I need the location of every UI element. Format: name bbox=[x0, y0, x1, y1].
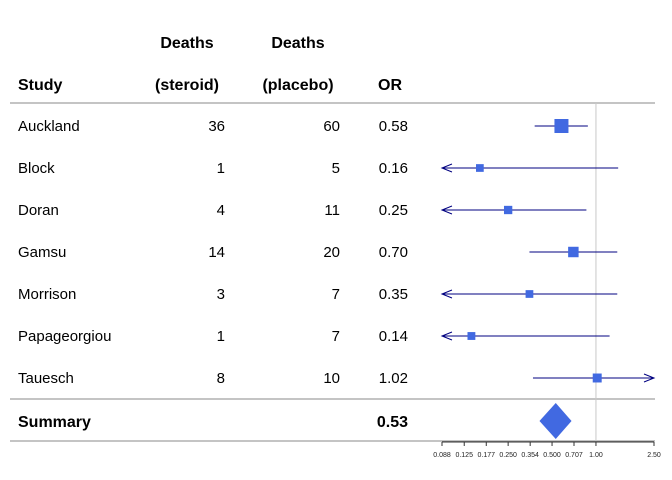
x-tick-label: 1.00 bbox=[589, 452, 603, 459]
x-tick-label: 0.500 bbox=[543, 452, 561, 459]
x-tick-label: 0.088 bbox=[433, 452, 451, 459]
header-deaths-steroid-bottom: (steroid) bbox=[155, 77, 219, 94]
ci-arrow-right bbox=[643, 373, 656, 383]
study-name: Papageorgiou bbox=[18, 328, 111, 345]
summary-odds-ratio: 0.53 bbox=[377, 414, 408, 431]
table-header: Deaths Deaths Study (steroid) (placebo) … bbox=[18, 35, 402, 94]
point-estimate-box bbox=[467, 332, 476, 340]
deaths-placebo-value: 5 bbox=[332, 160, 340, 177]
x-axis: 0.088 0.125 0.177 0.250 0.354 0.500 0.707 1.00 2… bbox=[433, 441, 661, 459]
x-tick-label: 0.707 bbox=[565, 452, 583, 459]
x-tick-label: 0.250 bbox=[499, 452, 517, 459]
deaths-placebo-value: 11 bbox=[324, 202, 340, 219]
odds-ratio-value: 0.14 bbox=[379, 328, 408, 345]
deaths-placebo-value: 10 bbox=[323, 370, 340, 387]
x-tick-label: 0.354 bbox=[521, 452, 539, 459]
odds-ratio-value: 0.70 bbox=[379, 244, 408, 261]
odds-ratio-value: 0.25 bbox=[379, 202, 408, 219]
plot-area bbox=[440, 103, 656, 441]
deaths-placebo-value: 7 bbox=[332, 328, 340, 345]
study-name: Gamsu bbox=[18, 244, 66, 261]
study-name: Doran bbox=[18, 202, 59, 219]
x-tick-label: 2.50 bbox=[647, 452, 661, 459]
deaths-steroid-value: 14 bbox=[208, 244, 225, 261]
deaths-placebo-value: 60 bbox=[323, 118, 340, 135]
deaths-steroid-value: 4 bbox=[217, 202, 225, 219]
deaths-steroid-value: 8 bbox=[217, 370, 225, 387]
header-deaths-placebo-top: Deaths bbox=[271, 35, 324, 52]
deaths-placebo-value: 20 bbox=[323, 244, 340, 261]
header-deaths-placebo-bottom: (placebo) bbox=[262, 77, 333, 94]
point-estimate-box bbox=[503, 205, 513, 215]
point-estimate-box bbox=[525, 290, 534, 298]
x-tick-label: 0.177 bbox=[478, 452, 496, 459]
ci-arrow-left bbox=[440, 331, 453, 341]
ci-arrow-left bbox=[440, 163, 453, 173]
header-study: Study bbox=[18, 77, 63, 94]
summary-label: Summary bbox=[18, 414, 91, 431]
odds-ratio-value: 1.02 bbox=[379, 370, 408, 387]
study-name: Morrison bbox=[18, 286, 76, 303]
ci-arrow-left bbox=[440, 289, 453, 299]
deaths-placebo-value: 7 bbox=[332, 286, 340, 303]
study-name: Auckland bbox=[18, 118, 80, 135]
deaths-steroid-value: 36 bbox=[208, 118, 225, 135]
point-estimate-box bbox=[568, 246, 579, 258]
deaths-steroid-value: 1 bbox=[217, 160, 225, 177]
summary-diamond bbox=[539, 403, 572, 439]
odds-ratio-value: 0.35 bbox=[379, 286, 408, 303]
deaths-steroid-value: 1 bbox=[217, 328, 225, 345]
header-or: OR bbox=[378, 77, 402, 94]
study-name: Tauesch bbox=[18, 370, 74, 387]
odds-ratio-value: 0.16 bbox=[379, 160, 408, 177]
x-tick-label: 0.125 bbox=[455, 452, 473, 459]
odds-ratio-value: 0.58 bbox=[379, 118, 408, 135]
study-name: Block bbox=[18, 160, 55, 177]
ci-arrow-left bbox=[440, 205, 453, 215]
point-estimate-box bbox=[554, 119, 569, 133]
study-rows: Auckland 36 60 0.58 Block 1 5 0.16 Doran 4 11 0.25 G… bbox=[18, 118, 408, 431]
deaths-steroid-value: 3 bbox=[217, 286, 225, 303]
header-deaths-steroid-top: Deaths bbox=[160, 35, 213, 52]
point-estimate-box bbox=[592, 373, 602, 383]
point-estimate-box bbox=[476, 164, 484, 172]
